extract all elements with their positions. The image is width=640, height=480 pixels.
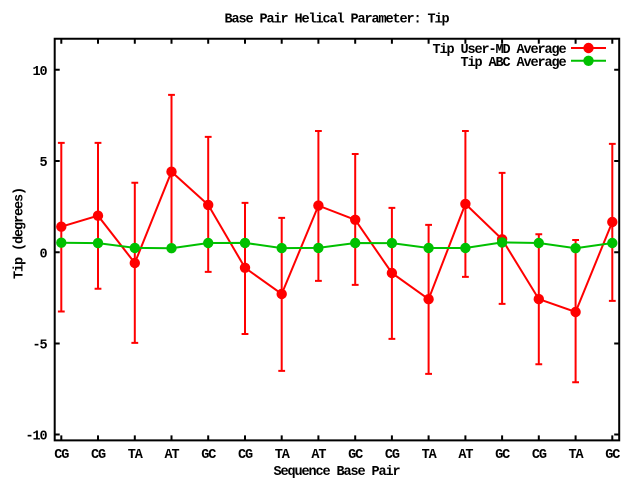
svg-text:Tip ABC Average: Tip ABC Average [460,56,566,71]
svg-text:CG: CG [385,448,400,463]
svg-text:Base Pair Helical Parameter: T: Base Pair Helical Parameter: Tip [224,13,449,28]
svg-text:Tip User-MD Average: Tip User-MD Average [432,43,566,58]
svg-text:TA: TA [275,448,291,463]
svg-text:GC: GC [201,448,216,463]
svg-text:0: 0 [39,248,47,263]
svg-text:CG: CG [91,448,106,463]
svg-text:10: 10 [32,65,47,80]
svg-text:TA: TA [128,448,144,463]
svg-text:5: 5 [39,156,47,171]
svg-text:TA: TA [422,448,438,463]
svg-text:GC: GC [348,448,363,463]
svg-text:-5: -5 [32,339,47,354]
svg-text:-10: -10 [25,430,47,445]
svg-text:AT: AT [164,448,179,463]
svg-text:CG: CG [54,448,69,463]
svg-text:AT: AT [311,448,326,463]
svg-text:CG: CG [532,448,547,463]
svg-text:TA: TA [569,448,585,463]
svg-text:Tip (degrees): Tip (degrees) [12,188,27,279]
svg-text:AT: AT [458,448,473,463]
svg-text:CG: CG [238,448,253,463]
svg-text:Sequence Base Pair: Sequence Base Pair [273,465,400,480]
svg-text:GC: GC [495,448,510,463]
svg-text:GC: GC [605,448,620,463]
